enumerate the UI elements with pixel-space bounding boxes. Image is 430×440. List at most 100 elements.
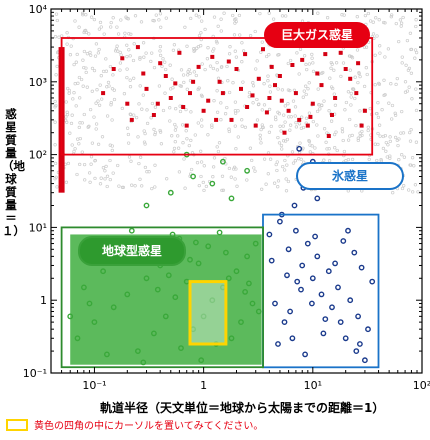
texture-dot xyxy=(84,70,88,75)
texture-dot xyxy=(316,87,320,91)
x-tick-label: 1 xyxy=(200,379,207,392)
giant-point xyxy=(338,50,343,55)
texture-dot xyxy=(302,89,306,93)
ice-point xyxy=(284,272,290,279)
texture-dot xyxy=(179,68,184,72)
texture-dot xyxy=(145,121,150,126)
texture-dot xyxy=(231,13,235,18)
texture-dot xyxy=(379,158,383,162)
ice-point xyxy=(281,319,288,325)
texture-dot xyxy=(408,139,413,143)
texture-dot xyxy=(400,109,404,114)
texture-dot xyxy=(288,128,292,132)
texture-dot xyxy=(170,77,174,81)
texture-dot xyxy=(383,93,387,97)
texture-dot xyxy=(240,118,244,122)
texture-dot xyxy=(70,113,74,117)
texture-dot xyxy=(340,130,345,134)
texture-dot xyxy=(181,73,186,77)
texture-dot xyxy=(290,150,295,154)
texture-dot xyxy=(194,73,198,78)
texture-dot xyxy=(105,184,109,189)
texture-dot xyxy=(78,96,82,100)
texture-dot xyxy=(308,150,312,154)
texture-dot xyxy=(94,42,99,46)
texture-dot xyxy=(227,90,232,95)
texture-dot xyxy=(413,183,418,187)
texture-dot xyxy=(143,131,147,136)
texture-dot xyxy=(219,17,223,21)
ice-point xyxy=(320,330,327,337)
texture-dot xyxy=(153,185,157,189)
texture-dot xyxy=(382,20,386,25)
texture-dot xyxy=(174,107,178,111)
texture-dot xyxy=(363,13,368,18)
texture-dot xyxy=(400,186,405,191)
texture-dot xyxy=(408,163,412,167)
texture-dot xyxy=(350,133,354,138)
giant-point xyxy=(144,86,149,91)
texture-dot xyxy=(142,55,146,59)
earth-point xyxy=(140,359,147,366)
y-tick-label: 10⁻¹ xyxy=(23,367,47,380)
texture-dot xyxy=(240,41,244,45)
texture-dot xyxy=(109,100,113,105)
texture-dot xyxy=(376,131,380,136)
x-tick-label: 10¹ xyxy=(304,379,322,392)
texture-dot xyxy=(203,27,207,32)
giant-point xyxy=(362,108,367,113)
texture-dot xyxy=(335,148,339,153)
texture-dot xyxy=(202,188,206,193)
giant-point xyxy=(256,76,261,81)
earth-point xyxy=(219,158,226,165)
giant-point xyxy=(243,52,248,57)
texture-dot xyxy=(353,75,357,79)
texture-dot xyxy=(173,122,177,127)
texture-dot xyxy=(127,32,131,36)
texture-dot xyxy=(281,139,286,143)
texture-dot xyxy=(258,133,262,137)
texture-dot xyxy=(259,127,263,132)
texture-dot xyxy=(405,38,410,43)
texture-dot xyxy=(362,84,367,89)
texture-dot xyxy=(368,19,373,23)
ice-point xyxy=(318,291,325,298)
texture-dot xyxy=(143,165,148,170)
texture-dot xyxy=(85,52,90,56)
texture-dot xyxy=(236,135,240,139)
texture-dot xyxy=(80,150,84,154)
texture-dot xyxy=(384,140,388,145)
texture-dot xyxy=(260,40,264,44)
giant-point xyxy=(135,45,140,50)
texture-dot xyxy=(108,177,112,182)
texture-dot xyxy=(285,137,290,142)
texture-dot xyxy=(373,83,377,87)
texture-dot xyxy=(102,32,106,36)
texture-dot xyxy=(276,87,280,91)
texture-dot xyxy=(208,64,213,68)
texture-dot xyxy=(132,113,136,117)
texture-dot xyxy=(377,123,382,127)
texture-dot xyxy=(202,164,206,168)
earth-point xyxy=(134,348,141,354)
texture-dot xyxy=(189,16,193,21)
texture-dot xyxy=(413,56,417,60)
texture-dot xyxy=(232,165,237,169)
texture-dot xyxy=(165,177,169,181)
texture-dot xyxy=(356,136,360,140)
texture-dot xyxy=(212,15,217,19)
texture-dot xyxy=(193,133,197,137)
texture-dot xyxy=(104,57,108,61)
texture-dot xyxy=(295,51,299,55)
texture-dot xyxy=(304,116,309,120)
texture-dot xyxy=(200,19,204,23)
texture-dot xyxy=(118,68,122,72)
texture-dot xyxy=(130,183,134,187)
ice-point xyxy=(353,348,360,354)
texture-dot xyxy=(398,18,403,22)
texture-dot xyxy=(192,70,196,74)
giant-point xyxy=(177,50,182,55)
texture-dot xyxy=(286,61,290,66)
giant-point xyxy=(282,130,287,135)
texture-dot xyxy=(153,105,158,109)
